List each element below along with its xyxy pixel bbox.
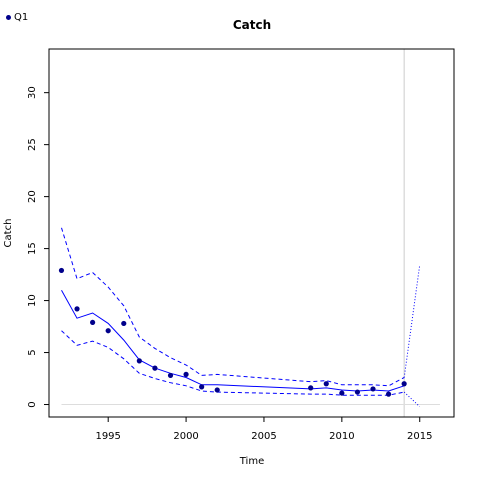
data-point xyxy=(323,381,329,387)
x-tick-label: 2000 xyxy=(173,431,198,442)
data-point xyxy=(370,386,376,392)
data-point xyxy=(308,385,314,391)
data-point xyxy=(74,306,80,312)
plot-frame xyxy=(48,48,455,418)
data-point xyxy=(385,391,392,397)
y-tick-label: 20 xyxy=(27,190,38,203)
data-point xyxy=(199,384,205,390)
y-tick-label: 5 xyxy=(27,349,38,355)
y-tick-label: 30 xyxy=(27,86,38,99)
y-tick-label: 15 xyxy=(27,242,38,255)
x-tick-label: 2010 xyxy=(329,431,354,442)
legend: Q1 xyxy=(6,12,28,23)
data-point xyxy=(58,267,65,274)
legend-label: Q1 xyxy=(14,12,29,23)
legend-marker xyxy=(6,15,11,20)
x-tick-label: 2015 xyxy=(407,431,432,442)
chart-title: Catch xyxy=(233,18,271,32)
plot-area: 1995 2000 2005 2010 2015 0 5 10 15 20 25 30 xyxy=(27,48,455,442)
data-point xyxy=(90,319,96,326)
upper-bound-line xyxy=(61,227,405,387)
y-tick-label: 0 xyxy=(27,401,38,407)
forecast-upper-line xyxy=(403,265,421,378)
x-tick-label: 1995 xyxy=(95,431,120,442)
data-point xyxy=(354,389,361,395)
y-tick-label: 25 xyxy=(27,138,38,151)
data-point xyxy=(152,365,158,371)
data-point xyxy=(136,358,142,364)
lower-bound-line xyxy=(61,330,405,396)
forecast-lower-line xyxy=(403,391,421,407)
y-axis-label: Catch xyxy=(3,219,14,248)
fit-line xyxy=(61,289,405,392)
data-point xyxy=(214,387,220,393)
x-tick-label: 2005 xyxy=(251,431,276,442)
data-point xyxy=(105,328,111,334)
data-point xyxy=(339,390,345,396)
data-point xyxy=(121,320,127,327)
data-point xyxy=(167,372,174,379)
data-point xyxy=(183,371,189,377)
data-point xyxy=(401,381,407,387)
y-tick-label: 10 xyxy=(27,294,38,307)
x-axis-label: Time xyxy=(239,456,264,467)
